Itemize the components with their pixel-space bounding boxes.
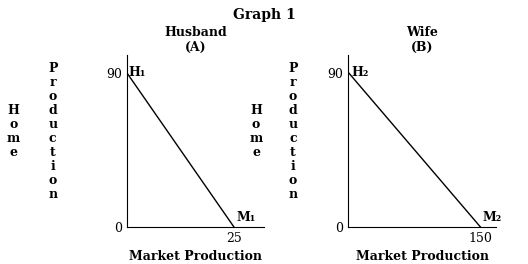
X-axis label: Market Production: Market Production [129, 251, 262, 263]
X-axis label: Market Production: Market Production [356, 251, 489, 263]
Text: H
o
m
e: H o m e [6, 105, 20, 159]
Text: P
r
o
d
u
c
t
i
o
n: P r o d u c t i o n [288, 63, 298, 201]
Text: M₂: M₂ [482, 211, 502, 224]
Text: H₁: H₁ [129, 66, 146, 79]
Title: Wife
(B): Wife (B) [407, 26, 438, 54]
Text: H
o
m
e: H o m e [249, 105, 263, 159]
Text: P
r
o
d
u
c
t
i
o
n: P r o d u c t i o n [48, 63, 58, 201]
Title: Husband
(A): Husband (A) [164, 26, 227, 54]
Text: Graph 1: Graph 1 [233, 8, 295, 22]
Text: H₂: H₂ [351, 66, 369, 79]
Text: M₁: M₁ [236, 211, 256, 224]
